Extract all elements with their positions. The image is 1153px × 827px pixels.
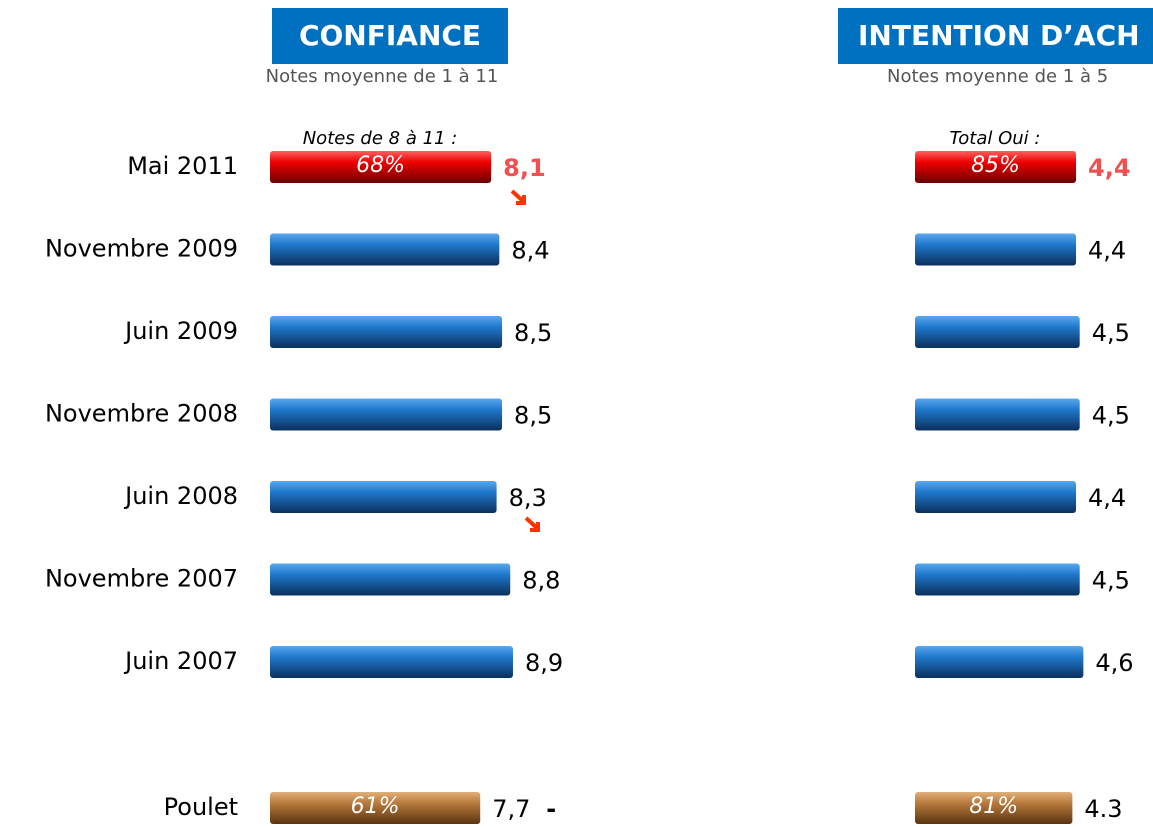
- bar: [915, 646, 1084, 678]
- trend-arrow: [524, 516, 540, 532]
- bar-inner-label: 81%: [969, 794, 1018, 819]
- bar: [270, 646, 513, 678]
- value-label: 8,4: [511, 237, 549, 265]
- trailing-note: -: [546, 795, 556, 823]
- value-label: 8,3: [509, 484, 547, 512]
- value-label: 8,5: [514, 319, 552, 347]
- bar: [915, 481, 1077, 513]
- chart-title: CONFIANCE: [299, 19, 481, 52]
- bar: [270, 398, 503, 431]
- bar: [270, 792, 481, 824]
- value-label: 4,4: [1088, 154, 1131, 182]
- value-label: 4.3: [1084, 795, 1122, 823]
- bar: [915, 151, 1077, 183]
- category-label: Mai 2011: [127, 152, 238, 180]
- category-label: Juin 2009: [123, 317, 238, 345]
- value-label: 4,4: [1088, 237, 1126, 265]
- value-label: 4,5: [1092, 567, 1130, 595]
- bar: [270, 563, 511, 596]
- bar: [270, 316, 503, 348]
- category-label: Novembre 2009: [45, 235, 238, 263]
- bar-inner-label: 68%: [356, 153, 405, 178]
- value-label: 4,5: [1092, 319, 1130, 347]
- category-label: Novembre 2008: [45, 400, 238, 428]
- bar: [915, 792, 1073, 824]
- value-label: 8,5: [514, 402, 552, 430]
- bar: [270, 151, 492, 183]
- annotation: Notes de 8 à 11 :: [303, 128, 458, 149]
- bar: [915, 233, 1077, 266]
- value-label: 4,4: [1088, 484, 1126, 512]
- category-label: Novembre 2007: [45, 565, 238, 593]
- bar-inner-label: 85%: [971, 153, 1020, 178]
- chart-subtitle: Notes moyenne de 1 à 11: [266, 66, 499, 87]
- category-label: Poulet: [164, 793, 238, 821]
- value-label: 7,7: [492, 795, 530, 823]
- title-box: [272, 8, 508, 64]
- bar: [270, 233, 500, 266]
- annotation: Total Oui :: [950, 128, 1041, 149]
- value-label: 8,1: [503, 154, 546, 182]
- trend-arrow: [510, 189, 526, 205]
- bar: [915, 316, 1080, 348]
- bar-inner-label: 61%: [351, 794, 400, 819]
- value-label: 8,9: [525, 649, 563, 677]
- value-label: 4,6: [1095, 649, 1133, 677]
- chart-title: INTENTION D’ACH: [858, 19, 1140, 52]
- bar: [915, 563, 1080, 596]
- bar: [270, 481, 497, 513]
- value-label: 4,5: [1092, 402, 1130, 430]
- title-box: [838, 8, 1153, 64]
- category-label: Juin 2008: [123, 482, 238, 510]
- value-label: 8,8: [522, 567, 560, 595]
- category-label: Juin 2007: [123, 647, 238, 675]
- chart-subtitle: Notes moyenne de 1 à 5: [887, 66, 1108, 87]
- bar: [915, 398, 1080, 431]
